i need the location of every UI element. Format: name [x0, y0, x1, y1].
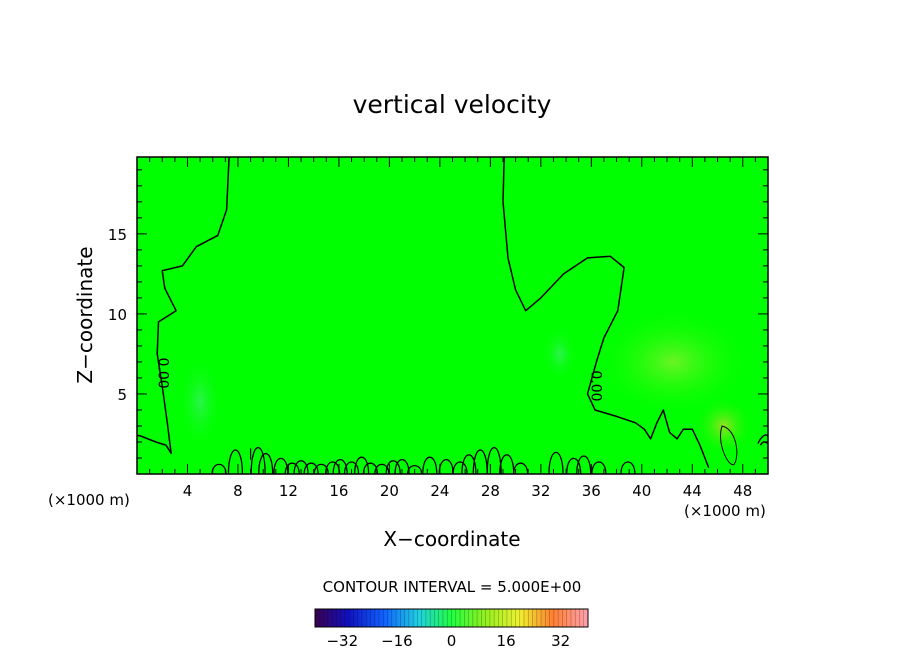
surface-contour-18 — [422, 456, 438, 475]
colorbar-fill — [315, 609, 588, 627]
colorbar-label-16: 16 — [497, 632, 516, 650]
y-tick-label-10: 10 — [108, 306, 127, 324]
contour-interval-text: CONTOUR INTERVAL = 5.000E+00 — [323, 578, 582, 596]
x-tick-label-8: 8 — [233, 482, 243, 500]
x-tick-label-48: 48 — [733, 482, 752, 500]
zero-contour-left — [137, 156, 230, 454]
x-tick-label-40: 40 — [632, 482, 651, 500]
x-axis-label: X−coordinate — [383, 527, 520, 551]
surface-contour-17 — [406, 464, 423, 475]
surface-contour-8 — [313, 463, 329, 475]
colorbar-bands — [318, 609, 585, 627]
surface-contour-21 — [461, 454, 477, 475]
surface-contour-20 — [452, 461, 468, 475]
colorbar-label--16: −16 — [381, 632, 413, 650]
surface-contour-5 — [284, 462, 300, 475]
colorbar-label-32: 32 — [551, 632, 570, 650]
surface-contour-6 — [293, 460, 309, 475]
contour-label-1: 0.00 — [587, 370, 603, 401]
y-tick-label-15: 15 — [108, 226, 127, 244]
plot-area: 0.00 0.00 — [136, 156, 769, 475]
colorbar-label-0: 0 — [447, 632, 457, 650]
x-tick-label-24: 24 — [430, 482, 449, 500]
positive-cell-contour — [720, 425, 738, 465]
y-tick-labels: 5 10 15 — [108, 226, 127, 404]
colorbar: −32 −16 0 16 32 — [314, 608, 589, 650]
colorbar-frame — [314, 608, 589, 628]
surface-contour-4 — [273, 457, 289, 475]
x-unit-right: (×1000 m) — [684, 502, 766, 520]
colorbar-label--32: −32 — [326, 632, 358, 650]
surface-contour-3 — [258, 453, 274, 475]
field-anomalies — [178, 306, 754, 456]
contour-label-0: 0.00 — [154, 358, 170, 389]
surface-contour-30 — [620, 461, 636, 475]
anomaly-1 — [541, 325, 578, 382]
surface-contour-28 — [576, 455, 592, 475]
surface-contour-25 — [512, 462, 529, 475]
surface-contour-14 — [374, 463, 390, 475]
anomaly-2 — [593, 306, 754, 417]
surface-contour-11 — [343, 461, 360, 475]
surface-contour-29 — [591, 461, 607, 475]
surface-contour-10 — [332, 458, 348, 475]
x-tick-label-44: 44 — [683, 482, 702, 500]
surface-contour-27 — [566, 457, 582, 475]
surface-contour-1 — [227, 449, 244, 475]
x-unit-left: (×1000 m) — [48, 491, 130, 509]
x-tick-labels: 4 8 12 16 20 24 28 32 36 40 44 48 — [183, 482, 753, 500]
x-tick-label-16: 16 — [329, 482, 348, 500]
surface-contour-24 — [499, 454, 515, 475]
y-tick-label-5: 5 — [117, 386, 127, 404]
y-axis-label: Z−coordinate — [73, 246, 97, 383]
anomaly-0 — [178, 353, 223, 450]
x-tick-label-20: 20 — [380, 482, 399, 500]
chart-title: vertical velocity — [353, 90, 552, 119]
colorbar-tick-labels: −32 −16 0 16 32 — [326, 632, 570, 650]
x-tick-label-28: 28 — [481, 482, 500, 500]
x-tick-label-32: 32 — [531, 482, 550, 500]
axis-ticks — [137, 157, 768, 474]
x-tick-label-4: 4 — [183, 482, 193, 500]
x-tick-label-36: 36 — [582, 482, 601, 500]
x-tick-label-12: 12 — [279, 482, 298, 500]
contour-labels: 0.00 0.00 — [154, 358, 603, 402]
zero-contour-middle — [502, 156, 710, 468]
surface-contour-7 — [303, 462, 319, 475]
surface-contour-12 — [353, 456, 370, 475]
surface-contour-15 — [385, 460, 401, 475]
surface-contour-2 — [250, 446, 266, 475]
surface-contour-26 — [548, 452, 564, 475]
